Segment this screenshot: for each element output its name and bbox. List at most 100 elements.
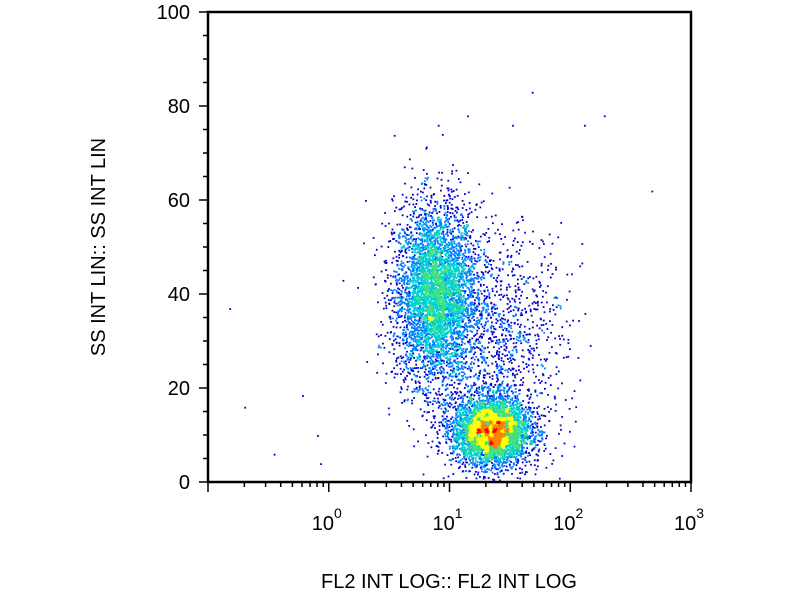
data-point xyxy=(438,307,441,310)
data-point xyxy=(453,214,456,217)
data-point xyxy=(467,279,470,282)
data-point xyxy=(397,273,400,276)
data-point xyxy=(421,296,424,299)
data-point xyxy=(408,234,410,236)
data-point xyxy=(442,259,445,262)
data-point xyxy=(451,259,454,262)
data-point xyxy=(424,358,427,361)
data-point xyxy=(432,269,434,272)
data-point xyxy=(442,333,445,336)
data-point xyxy=(413,256,415,259)
data-point xyxy=(393,376,396,379)
data-point xyxy=(421,290,424,292)
data-point xyxy=(435,324,438,327)
data-point xyxy=(424,246,426,249)
data-point xyxy=(490,308,493,310)
data-point xyxy=(451,336,454,339)
data-point xyxy=(406,200,408,203)
data-point xyxy=(419,257,421,260)
data-point xyxy=(458,343,461,346)
data-point xyxy=(400,250,403,252)
data-point xyxy=(406,328,408,330)
data-point xyxy=(447,282,450,284)
data-point xyxy=(451,264,454,266)
data-point xyxy=(455,315,458,318)
data-point xyxy=(420,288,423,291)
data-point xyxy=(427,261,429,263)
data-point xyxy=(392,275,395,278)
data-point xyxy=(449,277,451,279)
data-point xyxy=(487,304,489,307)
scatter-points xyxy=(229,91,654,482)
data-point xyxy=(421,235,423,238)
data-point xyxy=(422,392,424,395)
data-point xyxy=(460,272,463,275)
data-point xyxy=(408,301,410,304)
data-point xyxy=(393,339,395,342)
data-point xyxy=(464,237,467,239)
data-point xyxy=(416,276,419,279)
data-point xyxy=(431,319,434,321)
data-point xyxy=(435,280,438,282)
data-point xyxy=(399,264,402,266)
data-point xyxy=(449,308,452,310)
data-point xyxy=(418,299,421,302)
data-point xyxy=(409,372,411,375)
data-point xyxy=(435,262,438,265)
data-point xyxy=(426,178,429,181)
data-point xyxy=(423,294,426,297)
data-point xyxy=(402,262,405,264)
data-point xyxy=(460,232,463,234)
data-point xyxy=(383,260,386,263)
data-point xyxy=(432,284,435,286)
data-point xyxy=(409,257,412,259)
data-point xyxy=(422,366,424,368)
data-point xyxy=(439,300,441,303)
data-point xyxy=(408,308,411,311)
data-point xyxy=(403,399,406,402)
data-point xyxy=(400,373,402,375)
data-point xyxy=(415,299,418,302)
data-point xyxy=(433,322,436,325)
data-point xyxy=(408,282,411,285)
data-point xyxy=(482,309,485,311)
data-point xyxy=(445,202,447,204)
data-point xyxy=(421,277,423,280)
data-point xyxy=(473,257,476,260)
data-point xyxy=(409,344,412,347)
data-point xyxy=(464,259,467,262)
data-point xyxy=(407,283,409,286)
data-point xyxy=(418,285,420,288)
data-point xyxy=(422,246,424,249)
data-point xyxy=(437,258,439,261)
data-point xyxy=(477,347,480,349)
data-point xyxy=(439,291,441,294)
data-point xyxy=(410,265,413,268)
data-point xyxy=(398,300,401,303)
data-point xyxy=(426,332,429,335)
data-point xyxy=(394,275,397,278)
data-point xyxy=(451,208,454,210)
data-point xyxy=(437,242,440,245)
data-point xyxy=(430,234,433,237)
data-point xyxy=(444,304,447,306)
data-point xyxy=(445,306,448,308)
data-point xyxy=(424,350,426,352)
data-point xyxy=(430,259,433,261)
data-point xyxy=(441,287,444,289)
data-point xyxy=(414,251,416,254)
data-point xyxy=(438,351,441,353)
data-point xyxy=(484,234,486,236)
data-point xyxy=(456,259,459,262)
data-point xyxy=(432,313,434,316)
data-point xyxy=(415,306,418,309)
data-point xyxy=(424,318,427,321)
data-point xyxy=(420,261,422,263)
data-point xyxy=(409,242,412,245)
data-point xyxy=(435,277,438,280)
data-point xyxy=(461,214,464,217)
data-point xyxy=(428,211,431,214)
data-point xyxy=(458,324,461,326)
data-point xyxy=(470,304,472,307)
data-point xyxy=(393,311,396,313)
